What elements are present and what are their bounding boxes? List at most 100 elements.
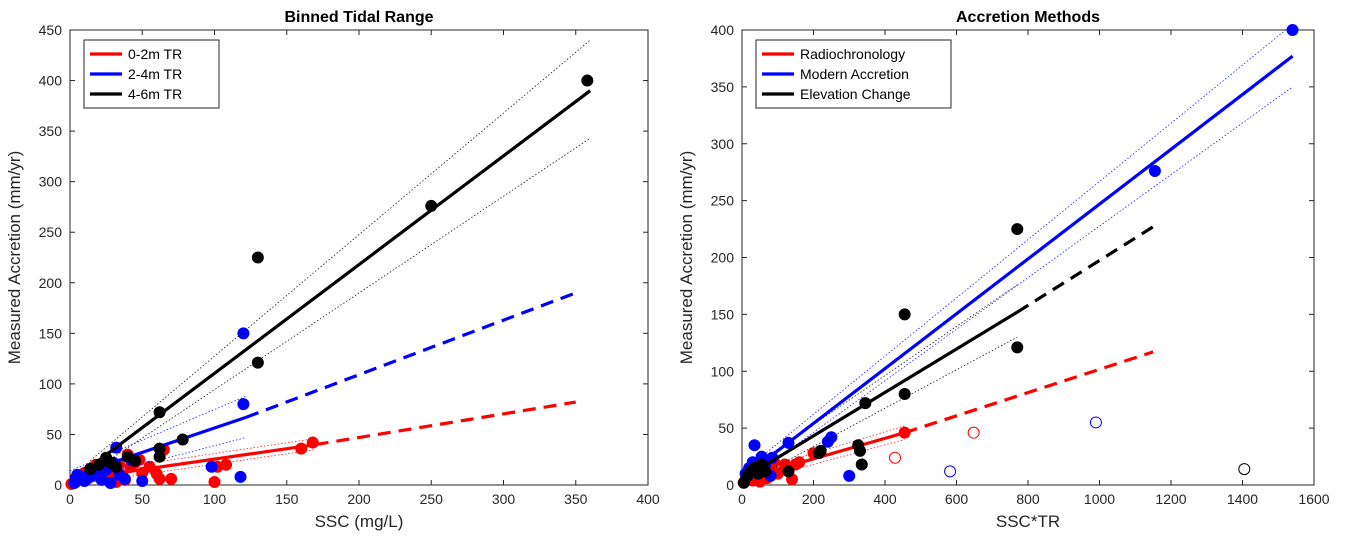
x-tick-label: 200 (802, 491, 826, 507)
series-2-4m-tr (68, 291, 577, 489)
y-tick-label: 100 (711, 363, 735, 379)
y-tick-label: 400 (711, 22, 735, 38)
x-tick-label: 400 (636, 491, 660, 507)
data-point (176, 433, 189, 446)
panel-binned-tidal-range: 0 50 100 150 200 250 300 350 400 0 50 100 150 200 250 3… (5, 9, 660, 531)
confidence-bound (741, 86, 1293, 485)
data-point (843, 469, 856, 482)
data-point (110, 460, 123, 473)
y-tick-label: 200 (711, 250, 735, 266)
legend-label: 2-4m TR (128, 66, 182, 82)
x-tick-label: 800 (1016, 491, 1040, 507)
data-point (581, 74, 594, 87)
y-tick-label: 450 (39, 22, 63, 38)
series-layer (737, 24, 1299, 489)
x-tick-label: 1200 (1155, 491, 1186, 507)
data-point (153, 450, 166, 463)
y-axis-label: Measured Accretion (mm/yr) (5, 151, 24, 365)
fit-line (741, 54, 1294, 480)
y-tick-label: 250 (39, 224, 63, 240)
data-point (853, 444, 866, 457)
x-tick-label: 100 (203, 491, 227, 507)
fit-line-extrapolated (245, 291, 577, 419)
fit-line (89, 89, 592, 469)
x-tick-label: 150 (275, 491, 299, 507)
data-point (251, 251, 264, 264)
confidence-bound (90, 137, 591, 474)
legend-label: Modern Accretion (800, 66, 909, 82)
data-point (237, 327, 250, 340)
y-axis-label: Measured Accretion (mm/yr) (677, 151, 696, 365)
chart-title: Accretion Methods (956, 9, 1100, 26)
data-point (118, 472, 131, 485)
y-tick-label: 50 (46, 426, 62, 442)
y-tick-label: 350 (39, 123, 63, 139)
y-tick-label: 150 (711, 306, 735, 322)
x-tick-label: 350 (564, 491, 588, 507)
data-point (1286, 24, 1299, 36)
data-point (814, 444, 827, 457)
y-tick-label: 100 (39, 376, 63, 392)
series-4-6m-tr (84, 39, 594, 475)
series-layer (65, 39, 594, 490)
confidence-bound (89, 39, 591, 462)
legend-label: Radiochronology (800, 46, 905, 62)
fit-line-extrapolated (315, 400, 577, 447)
x-tick-label: 200 (347, 491, 371, 507)
x-axis-label: SSC (mg/L) (315, 512, 404, 531)
x-tick-label: 250 (420, 491, 444, 507)
open-data-point (967, 426, 980, 439)
y-tick-label: 200 (39, 275, 63, 291)
y-tick-label: 0 (54, 477, 62, 493)
legend: 0-2m TR 2-4m TR 4-6m TR (83, 39, 220, 109)
open-data-point (1238, 463, 1251, 476)
legend-label: 0-2m TR (128, 46, 182, 62)
fit-line (741, 310, 1019, 481)
x-tick-label: 300 (492, 491, 516, 507)
legend: Radiochronology Modern Accretion Elevation… (755, 39, 952, 109)
data-point (234, 470, 247, 483)
data-point (1148, 165, 1161, 178)
data-point (251, 356, 264, 369)
panel-accretion-methods: 0 200 400 600 800 1000 1200 1400 1600 0 50 100 150 20… (677, 9, 1330, 531)
data-point (825, 431, 838, 444)
x-tick-label: 1400 (1227, 491, 1258, 507)
data-point (855, 458, 868, 471)
confidence-bound (741, 24, 1293, 473)
open-data-point (1089, 416, 1102, 429)
y-tick-label: 300 (711, 136, 735, 152)
x-tick-label: 1000 (1084, 491, 1115, 507)
data-point (220, 458, 233, 471)
data-point (1011, 223, 1024, 236)
data-point (898, 308, 911, 321)
data-point (782, 465, 795, 478)
legend-label: Elevation Change (800, 86, 911, 102)
data-point (136, 474, 149, 487)
open-data-point (889, 451, 902, 464)
fit-line-extrapolated (904, 350, 1154, 435)
x-tick-label: 50 (134, 491, 150, 507)
x-axis-label: SSC*TR (996, 512, 1060, 531)
confidence-bound (69, 449, 316, 486)
fit-line (69, 442, 316, 482)
data-point (104, 476, 117, 489)
x-tick-label: 0 (738, 491, 746, 507)
data-point (1011, 341, 1024, 354)
y-tick-label: 350 (711, 79, 735, 95)
chart-title: Binned Tidal Range (284, 9, 433, 26)
y-tick-label: 150 (39, 325, 63, 341)
data-point (165, 472, 178, 485)
series-elevation-change (737, 223, 1251, 489)
x-tick-label: 400 (873, 491, 897, 507)
y-tick-label: 50 (718, 420, 734, 436)
confidence-bound (741, 336, 1018, 486)
y-tick-label: 400 (39, 73, 63, 89)
legend-label: 4-6m TR (128, 86, 182, 102)
data-point (129, 454, 142, 467)
y-tick-label: 0 (726, 477, 734, 493)
data-point (208, 475, 221, 488)
x-tick-label: 600 (945, 491, 969, 507)
data-point (153, 472, 166, 485)
data-point (748, 439, 761, 452)
